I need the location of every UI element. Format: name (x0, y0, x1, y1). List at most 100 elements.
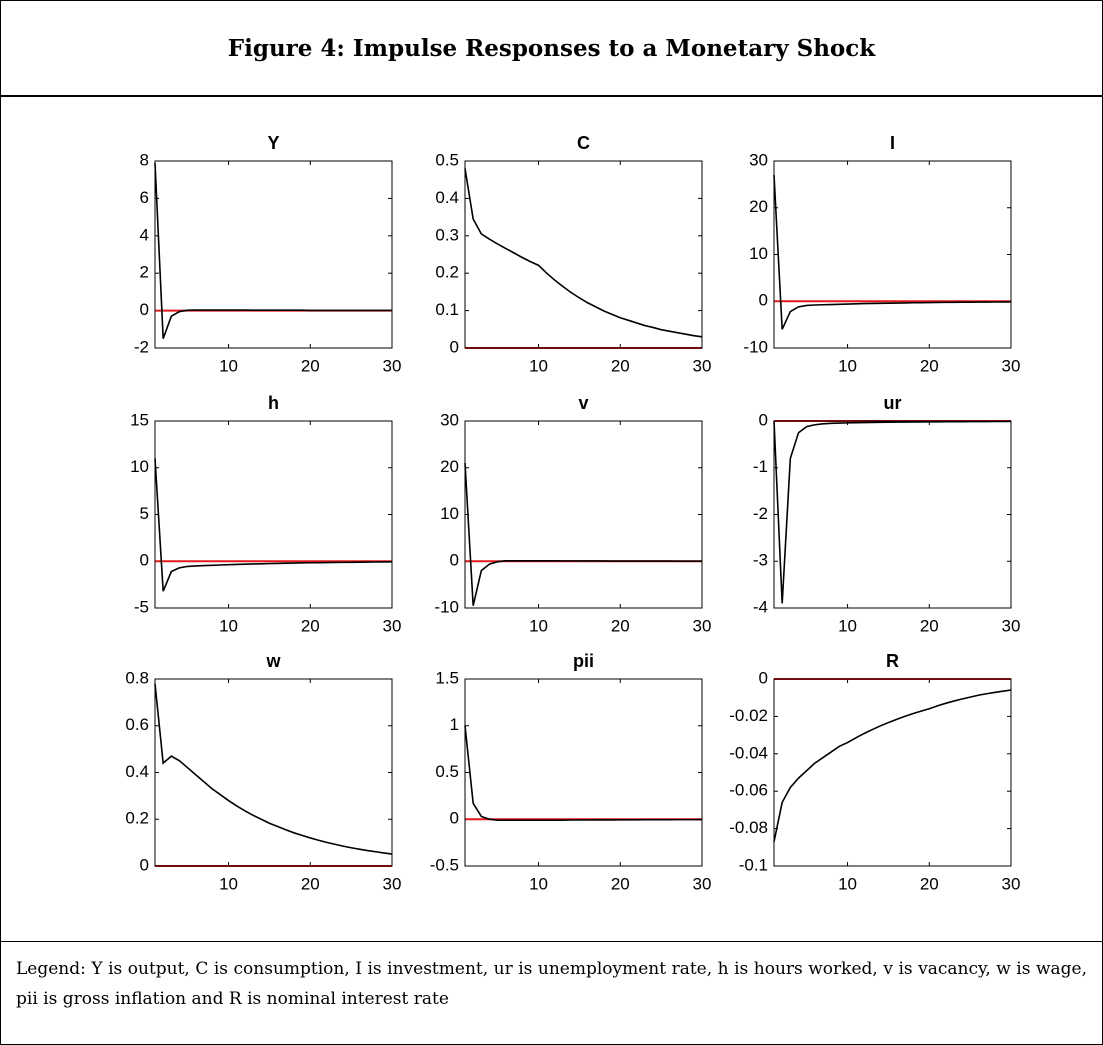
y-tick-label: 10 (440, 504, 459, 523)
y-tick-label: 30 (749, 150, 768, 169)
x-tick-label: 20 (301, 616, 320, 635)
y-tick-label: 0 (450, 337, 459, 356)
plot-area (774, 679, 1011, 866)
y-tick-label: 0.5 (435, 762, 459, 781)
y-tick-label: 0.1 (435, 300, 459, 319)
y-tick-label: 20 (440, 457, 459, 476)
axes-box (773, 160, 1012, 349)
x-tick-label: 30 (693, 356, 712, 375)
line (154, 162, 392, 339)
x-tick-label: 20 (301, 874, 320, 893)
x-tick-label: 10 (529, 356, 548, 375)
figure-title: Figure 4: Impulse Responses to a Monetar… (1, 1, 1102, 97)
x-tick-label: 10 (219, 356, 238, 375)
axes-box (154, 160, 393, 349)
x-tick-label: 30 (383, 616, 402, 635)
y-tick-label: 0 (450, 809, 459, 828)
subplot-title: I (890, 133, 895, 153)
y-tick-label: -0.02 (729, 706, 768, 725)
y-tick-label: -0.08 (729, 818, 768, 837)
x-tick-label: 10 (838, 356, 857, 375)
y-tick-label: 0 (140, 551, 149, 570)
plot-area (155, 421, 392, 608)
y-tick-label: -0.04 (729, 743, 768, 762)
subplot-title: v (578, 393, 588, 413)
plot-area (155, 679, 392, 866)
y-tick-label: -5 (134, 597, 149, 616)
plot-area (465, 679, 702, 866)
plot-area (465, 421, 702, 608)
x-tick-label: 10 (838, 616, 857, 635)
plot-area (774, 421, 1011, 608)
x-tick-label: 10 (219, 616, 238, 635)
y-tick-label: 8 (140, 150, 149, 169)
y-tick-label: 0 (759, 410, 768, 429)
y-tick-label: 4 (140, 225, 149, 244)
line (154, 683, 393, 855)
line (464, 725, 702, 821)
x-tick-label: 30 (1002, 356, 1021, 375)
line (154, 458, 393, 592)
x-tick-label: 20 (611, 874, 630, 893)
y-tick-label: 0 (450, 551, 459, 570)
y-tick-label: 10 (130, 457, 149, 476)
x-tick-label: 30 (693, 616, 712, 635)
x-tick-label: 30 (383, 356, 402, 375)
y-tick-label: 0 (759, 668, 768, 687)
x-tick-label: 10 (219, 874, 238, 893)
axes-box (773, 678, 1012, 867)
x-tick-label: 20 (920, 356, 939, 375)
plot-area (155, 161, 392, 348)
y-tick-label: -2 (134, 337, 149, 356)
y-tick-label: 5 (140, 504, 149, 523)
y-tick-label: 0.2 (125, 809, 149, 828)
subplot-title: w (265, 651, 281, 671)
y-tick-label: 2 (140, 263, 149, 282)
line (464, 463, 702, 606)
subplot-title: R (886, 651, 899, 671)
x-tick-label: 10 (529, 616, 548, 635)
subplot-title: ur (884, 393, 902, 413)
x-tick-label: 30 (1002, 874, 1021, 893)
y-tick-label: -10 (434, 597, 459, 616)
line (464, 168, 703, 338)
y-tick-label: 10 (749, 244, 768, 263)
subplot-title: h (268, 393, 279, 413)
axes-box (154, 420, 393, 609)
y-tick-label: -0.06 (729, 781, 768, 800)
y-tick-label: 0 (759, 291, 768, 310)
line (773, 689, 1012, 842)
y-tick-label: -4 (753, 597, 768, 616)
y-tick-label: 15 (130, 410, 149, 429)
y-tick-label: 0 (140, 855, 149, 874)
subplot-title: Y (267, 133, 279, 153)
y-tick-label: 0.2 (435, 263, 459, 282)
x-tick-label: 20 (920, 874, 939, 893)
x-tick-label: 10 (838, 874, 857, 893)
x-tick-label: 20 (920, 616, 939, 635)
x-tick-label: 30 (383, 874, 402, 893)
y-tick-label: 0.4 (125, 762, 149, 781)
y-tick-label: 0.5 (435, 150, 459, 169)
subplot-title: pii (573, 651, 594, 671)
y-tick-label: 1 (450, 715, 459, 734)
figure-note: Legend: Y is output, C is consumption, I… (1, 941, 1102, 1044)
x-tick-label: 30 (1002, 616, 1021, 635)
y-tick-label: 0 (140, 300, 149, 319)
line (773, 420, 1012, 604)
plot-area (774, 161, 1011, 348)
y-tick-label: 6 (140, 188, 149, 207)
line (773, 174, 1012, 330)
y-tick-label: 0.4 (435, 188, 459, 207)
y-tick-label: 1.5 (435, 668, 459, 687)
axes-box (154, 678, 393, 867)
y-tick-label: 0.8 (125, 668, 149, 687)
y-tick-label: 20 (749, 197, 768, 216)
subplot-title: C (577, 133, 590, 153)
y-tick-label: 30 (440, 410, 459, 429)
y-tick-label: -0.5 (430, 855, 459, 874)
y-tick-label: -10 (743, 337, 768, 356)
x-tick-label: 10 (529, 874, 548, 893)
